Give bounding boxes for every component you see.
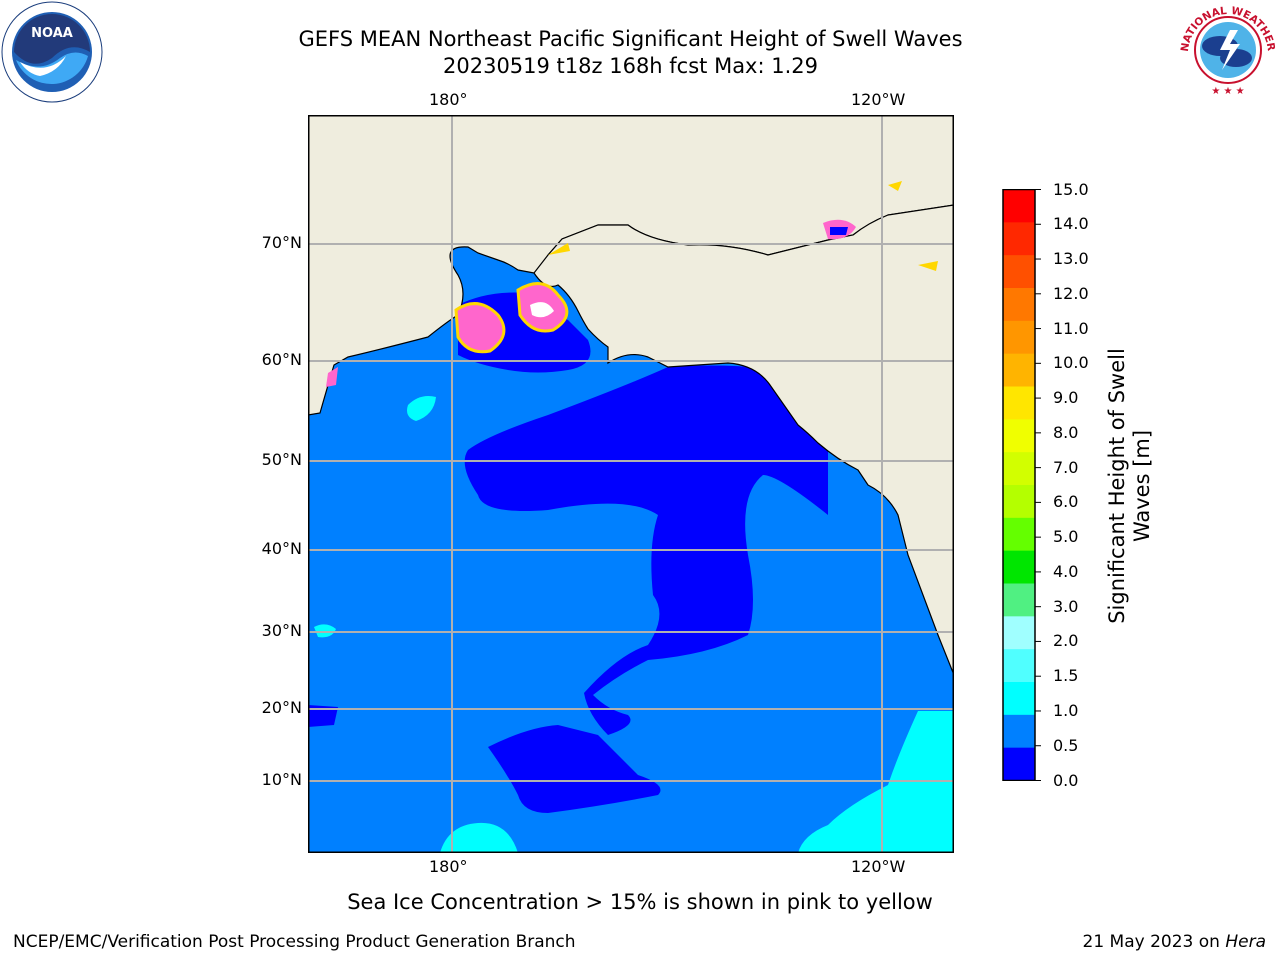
colorbar-tick-label: 5.0 [1053, 527, 1079, 547]
lat-label-30n: 30°N [261, 621, 302, 640]
map-frame [308, 115, 954, 853]
map-gridlines [308, 115, 954, 853]
colorbar-tick-label: 13.0 [1053, 249, 1089, 269]
lat-label-60n: 60°N [261, 350, 302, 369]
lon-label-bottom-180: 180° [429, 857, 468, 876]
colorbar-tick-label: 0.0 [1053, 770, 1079, 790]
noaa-logo: NOAA [1, 1, 103, 103]
colorbar-bin [1003, 452, 1035, 486]
colorbar-bin [1003, 485, 1035, 519]
nws-logo: NATIONAL WEATHER SERVICE ★ ★ ★ [1176, 0, 1277, 97]
colorbar-bin [1003, 616, 1035, 650]
ocean-swell-0-0.5-south [488, 725, 661, 813]
colorbar-bin [1003, 583, 1035, 617]
colorbar-title-line1: Significant Height of Swell [1105, 348, 1129, 624]
footer-machine: Hera [1225, 932, 1266, 952]
colorbar-tick-label: 15.0 [1053, 179, 1089, 199]
lat-label-10n: 10°N [261, 770, 302, 789]
colorbar-tick-label: 2.0 [1053, 631, 1079, 651]
ocean-swell-1.0-1.5-west-patch [314, 624, 336, 638]
sea-ice-overlay [326, 181, 938, 387]
colorbar-bin [1003, 353, 1035, 387]
svg-text:★ ★ ★: ★ ★ ★ [1211, 86, 1244, 97]
colorbar-title-line2: Waves [m] [1130, 429, 1154, 543]
colorbar-tick-label: 12.0 [1053, 283, 1089, 303]
ocean-swell-0-0.5-edge [308, 705, 338, 727]
colorbar-tick-label: 0.5 [1053, 735, 1079, 755]
footer-date: 21 May 2023 on Hera [1083, 932, 1267, 952]
colorbar-bin [1003, 189, 1035, 223]
footer-branch: NCEP/EMC/Verification Post Processing Pr… [13, 932, 576, 952]
colorbar-bin [1003, 682, 1035, 716]
colorbar-frame [1002, 189, 1036, 781]
ocean-swell-1.0-1.5-nw-patch [407, 396, 436, 421]
ocean-swell-1.0-1.5-southeast [798, 711, 954, 853]
lat-label-70n: 70°N [261, 233, 302, 252]
colorbar-tick-label: 8.0 [1053, 422, 1079, 442]
colorbar [1002, 189, 1041, 781]
colorbar-bin [1003, 255, 1035, 289]
land-north-america [533, 204, 954, 676]
colorbar-bin [1003, 386, 1035, 420]
ocean-swell-1.0-1.5-south [440, 822, 518, 853]
colorbar-tick-label: 4.0 [1053, 561, 1079, 581]
colorbar-tick-label: 3.0 [1053, 596, 1079, 616]
ocean-swell-0-0.5-region [464, 365, 828, 735]
colorbar-tick-label: 1.0 [1053, 700, 1079, 720]
lat-label-40n: 40°N [261, 539, 302, 558]
colorbar-bin [1003, 517, 1035, 552]
colorbar-bin [1003, 714, 1035, 749]
colorbar-bin [1003, 550, 1035, 584]
map-subtitle: 20230519 t18z 168h fcst Max: 1.29 [443, 54, 818, 78]
lon-label-bottom-120w: 120°W [851, 857, 906, 876]
colorbar-tick-label: 11.0 [1053, 318, 1089, 338]
lat-label-50n: 50°N [261, 450, 302, 469]
colorbar-bin [1003, 288, 1035, 322]
colorbar-bin [1003, 419, 1035, 453]
colorbar-tick-label: 6.0 [1053, 492, 1079, 512]
lon-label-top-120w: 120°W [851, 90, 906, 109]
colorbar-tick-label: 14.0 [1053, 214, 1089, 234]
swell-height-map [308, 115, 954, 853]
map-title: GEFS MEAN Northeast Pacific Significant … [298, 27, 963, 51]
colorbar-tick-label: 9.0 [1053, 388, 1079, 408]
colorbar-tick-label: 7.0 [1053, 457, 1079, 477]
colorbar-bin [1003, 747, 1035, 781]
colorbar-title: Significant Height of Swell Waves [m] [1105, 348, 1155, 624]
colorbar-bin [1003, 222, 1035, 256]
colorbar-bin [1003, 649, 1035, 683]
sea-ice-caption: Sea Ice Concentration > 15% is shown in … [347, 890, 933, 914]
footer-date-text: 21 May 2023 on [1082, 932, 1226, 952]
colorbar-bin [1003, 320, 1035, 355]
lat-label-20n: 20°N [261, 698, 302, 717]
colorbar-tick-label: 10.0 [1053, 353, 1089, 373]
lon-label-top-180: 180° [429, 90, 468, 109]
noaa-logo-text: NOAA [31, 26, 73, 41]
colorbar-tick-label: 1.5 [1053, 666, 1079, 686]
